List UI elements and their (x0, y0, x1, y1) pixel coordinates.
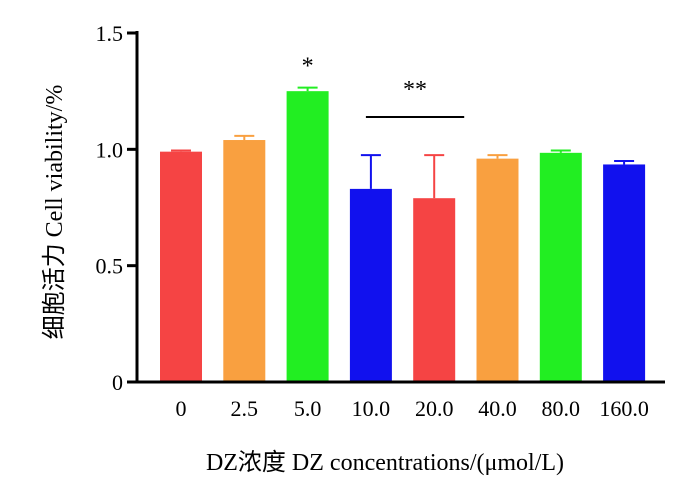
y-axis-title: 细胞活力 Cell viability/% (41, 85, 68, 340)
significance-marker-single: * (302, 54, 314, 80)
bar-0 (160, 151, 202, 382)
y-tick-label-1.0: 1.0 (96, 137, 124, 162)
x-axis-title: DZ浓度 DZ concentrations/(μmol/L) (206, 449, 564, 476)
bar-80.0 (539, 152, 582, 382)
bar-10.0 (349, 188, 392, 382)
x-tick-label-20.0: 20.0 (415, 396, 454, 421)
y-tick-label-1.5: 1.5 (96, 21, 124, 46)
y-tick-label-0: 0 (112, 370, 123, 395)
x-tick-label-80.0: 80.0 (542, 396, 581, 421)
x-tick-label-5.0: 5.0 (294, 396, 322, 421)
y-tick-label-0.5: 0.5 (96, 254, 124, 279)
significance-marker-double: ** (403, 77, 427, 103)
bar-160.0 (603, 164, 646, 382)
x-tick-label-2.5: 2.5 (231, 396, 259, 421)
x-tick-label-40.0: 40.0 (478, 396, 517, 421)
x-tick-label-0: 0 (176, 396, 187, 421)
x-tick-label-160.0: 160.0 (599, 396, 649, 421)
bar-2.5 (223, 140, 266, 382)
bar-40.0 (476, 158, 519, 382)
x-tick-label-10.0: 10.0 (352, 396, 391, 421)
bar-5.0 (286, 91, 329, 383)
bar-20.0 (413, 198, 456, 382)
